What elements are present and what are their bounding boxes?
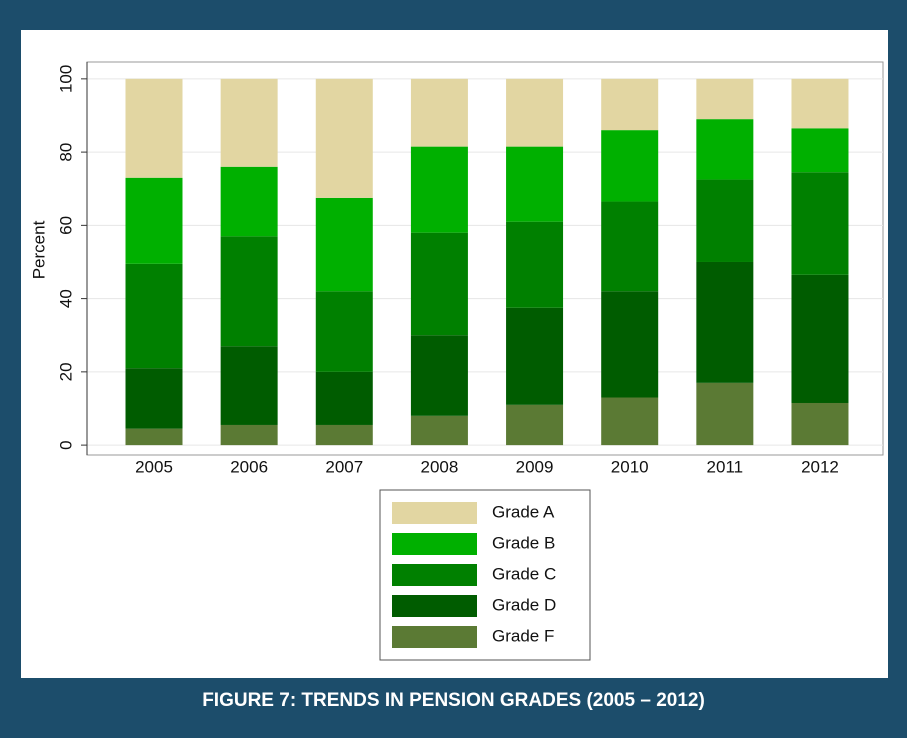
bar-segment bbox=[506, 221, 564, 308]
bar-segment bbox=[696, 179, 754, 262]
bar-segment bbox=[601, 130, 659, 202]
bar-segment bbox=[220, 346, 278, 425]
bar-segment bbox=[791, 172, 849, 275]
bar-segment bbox=[506, 78, 564, 147]
bar-segment bbox=[696, 119, 754, 180]
y-tick-label: 0 bbox=[56, 440, 75, 449]
y-tick-label: 60 bbox=[56, 216, 75, 235]
x-tick-label: 2009 bbox=[516, 457, 554, 476]
bar-segment bbox=[791, 128, 849, 173]
bar-segment bbox=[410, 146, 468, 233]
bar-segment bbox=[410, 415, 468, 446]
bar-segment bbox=[315, 371, 373, 425]
x-tick-label: 2008 bbox=[421, 457, 459, 476]
x-tick-label: 2005 bbox=[135, 457, 173, 476]
bar-segment bbox=[696, 78, 754, 120]
bar-segment bbox=[220, 236, 278, 347]
bar-segment bbox=[601, 201, 659, 292]
x-tick-label: 2007 bbox=[325, 457, 363, 476]
bar-segment bbox=[506, 307, 564, 405]
bar-segment bbox=[410, 232, 468, 336]
bar-segment bbox=[315, 424, 373, 446]
legend-label: Grade A bbox=[492, 502, 555, 521]
legend-swatch bbox=[392, 533, 477, 555]
bar-segment bbox=[315, 197, 373, 292]
bar-segment bbox=[220, 424, 278, 446]
legend-label: Grade F bbox=[492, 626, 554, 645]
legend-swatch bbox=[392, 626, 477, 648]
bar-segment bbox=[220, 166, 278, 237]
legend-swatch bbox=[392, 502, 477, 524]
bar-segment bbox=[125, 368, 183, 429]
x-tick-label: 2006 bbox=[230, 457, 268, 476]
legend-swatch bbox=[392, 564, 477, 586]
bar-segment bbox=[601, 78, 659, 131]
legend-swatch bbox=[392, 595, 477, 617]
bar-segment bbox=[220, 78, 278, 167]
bar-segment bbox=[696, 261, 754, 383]
y-axis-label: Percent bbox=[29, 220, 48, 279]
bar-segment bbox=[601, 397, 659, 446]
bar-segment bbox=[791, 402, 849, 446]
bar-segment bbox=[315, 291, 373, 372]
x-tick-label: 2011 bbox=[707, 457, 744, 476]
bar-segment bbox=[125, 428, 183, 446]
bar-segment bbox=[125, 263, 183, 369]
y-tick-label: 20 bbox=[56, 362, 75, 381]
x-tick-label: 2012 bbox=[801, 457, 839, 476]
bar-segment bbox=[506, 146, 564, 222]
legend-label: Grade B bbox=[492, 533, 555, 552]
bar-segment bbox=[125, 177, 183, 264]
bar-segment bbox=[506, 404, 564, 446]
legend-label: Grade C bbox=[492, 564, 556, 583]
bar-segment bbox=[315, 78, 373, 198]
bar-segment bbox=[410, 335, 468, 416]
legend-label: Grade D bbox=[492, 595, 556, 614]
bar-segment bbox=[696, 382, 754, 446]
y-tick-label: 80 bbox=[56, 143, 75, 162]
bar-segment bbox=[410, 78, 468, 147]
x-tick-label: 2010 bbox=[611, 457, 649, 476]
bar-segment bbox=[791, 78, 849, 129]
bar-segment bbox=[125, 78, 183, 178]
figure-caption: FIGURE 7: TRENDS IN PENSION GRADES (2005… bbox=[202, 690, 705, 711]
bar-segment bbox=[601, 291, 659, 398]
plot-frame bbox=[86, 61, 884, 456]
y-tick-label: 40 bbox=[56, 289, 75, 308]
y-tick-label: 100 bbox=[56, 65, 75, 93]
bar-segment bbox=[791, 274, 849, 403]
